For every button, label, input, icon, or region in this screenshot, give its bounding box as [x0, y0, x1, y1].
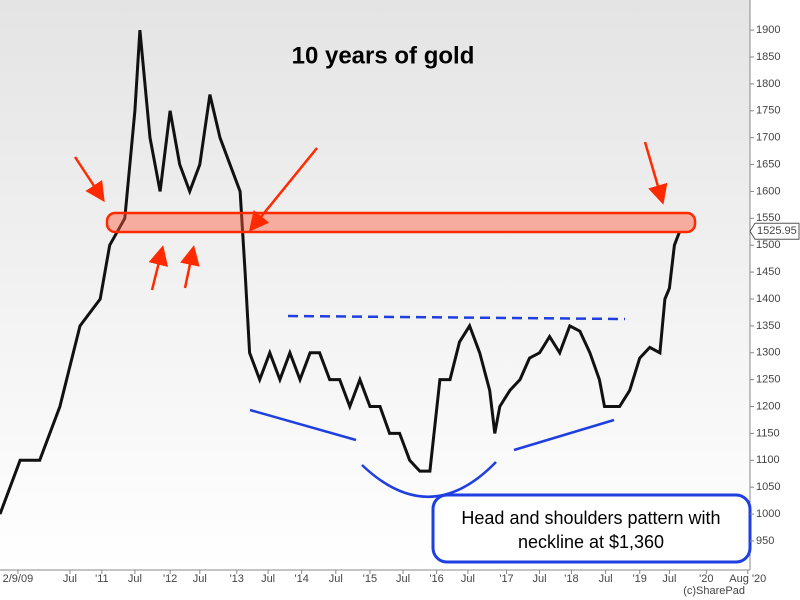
- x-tick-label: '17: [499, 573, 513, 585]
- x-tick-label: Jul: [329, 573, 343, 585]
- arrow: [248, 147, 318, 232]
- y-tick-label: 950: [756, 535, 774, 547]
- neckline: [287, 314, 626, 321]
- y-tick-label: 1400: [756, 293, 780, 305]
- shoulder-line: [249, 408, 357, 442]
- y-tick-label: 1300: [756, 347, 780, 359]
- y-tick-label: 1050: [756, 481, 780, 493]
- x-tick-label: Jul: [662, 573, 676, 585]
- x-tick-label: '14: [295, 573, 309, 585]
- x-tick-label: '12: [163, 573, 177, 585]
- head-curve: [361, 461, 497, 498]
- x-tick-label: '11: [95, 573, 109, 585]
- y-tick-label: 1800: [756, 78, 780, 90]
- y-tick-label: 1000: [756, 508, 780, 520]
- y-tick-label: 1850: [756, 51, 780, 63]
- x-tick-label: '16: [429, 573, 443, 585]
- callout-box: [431, 493, 752, 564]
- axis-background: [750, 0, 800, 600]
- x-tick-label: Jul: [533, 573, 547, 585]
- shoulder-line: [513, 418, 615, 452]
- x-tick-label: Jul: [128, 573, 142, 585]
- arrow: [643, 141, 668, 205]
- y-tick-label: 1550: [756, 212, 780, 224]
- y-tick-label: 1650: [756, 158, 780, 170]
- arrow: [180, 245, 200, 289]
- y-tick-label: 1500: [756, 239, 780, 251]
- x-tick-label: Jul: [396, 573, 410, 585]
- x-tick-label: '20: [699, 573, 713, 585]
- y-tick-label: 1700: [756, 132, 780, 144]
- resistance-band: [105, 211, 697, 234]
- x-tick-label: Jul: [461, 573, 475, 585]
- x-tick-label: 2/9/09: [3, 573, 34, 585]
- price-line: [0, 29, 681, 515]
- x-tick-label: Jul: [63, 573, 77, 585]
- callout-text: Head and shoulders pattern with: [461, 508, 720, 528]
- y-tick-label: 1150: [756, 427, 780, 439]
- x-tick-label: Jul: [261, 573, 275, 585]
- y-tick-label: 1750: [756, 105, 780, 117]
- x-tick-label: '19: [633, 573, 647, 585]
- callout-text: neckline at $1,360: [518, 532, 664, 552]
- price-tag-label: 1525.95: [757, 225, 797, 237]
- x-tick-label: Jul: [599, 573, 613, 585]
- arrow: [148, 245, 169, 291]
- arrow: [73, 156, 105, 203]
- y-tick-label: 1350: [756, 320, 780, 332]
- y-tick-label: 1600: [756, 185, 780, 197]
- series-layer: [0, 29, 681, 515]
- y-tick-label: 1200: [756, 400, 780, 412]
- annotations: Head and shoulders pattern with neckline…: [73, 141, 752, 564]
- chart-title: 10 years of gold: [292, 42, 475, 69]
- x-tick-label: Jul: [193, 573, 207, 585]
- y-tick-label: 1100: [756, 454, 780, 466]
- x-tick-label: '18: [564, 573, 578, 585]
- y-tick-label: 1450: [756, 266, 780, 278]
- y-tick-label: 1250: [756, 374, 780, 386]
- y-tick-label: 1900: [756, 24, 780, 36]
- x-tick-label: '13: [230, 573, 244, 585]
- credit: (c)SharePad: [683, 585, 745, 597]
- plot-background: [0, 0, 750, 570]
- x-tick-label: Aug '20: [729, 573, 766, 585]
- x-tick-label: '15: [363, 573, 377, 585]
- price-tag: [749, 222, 800, 240]
